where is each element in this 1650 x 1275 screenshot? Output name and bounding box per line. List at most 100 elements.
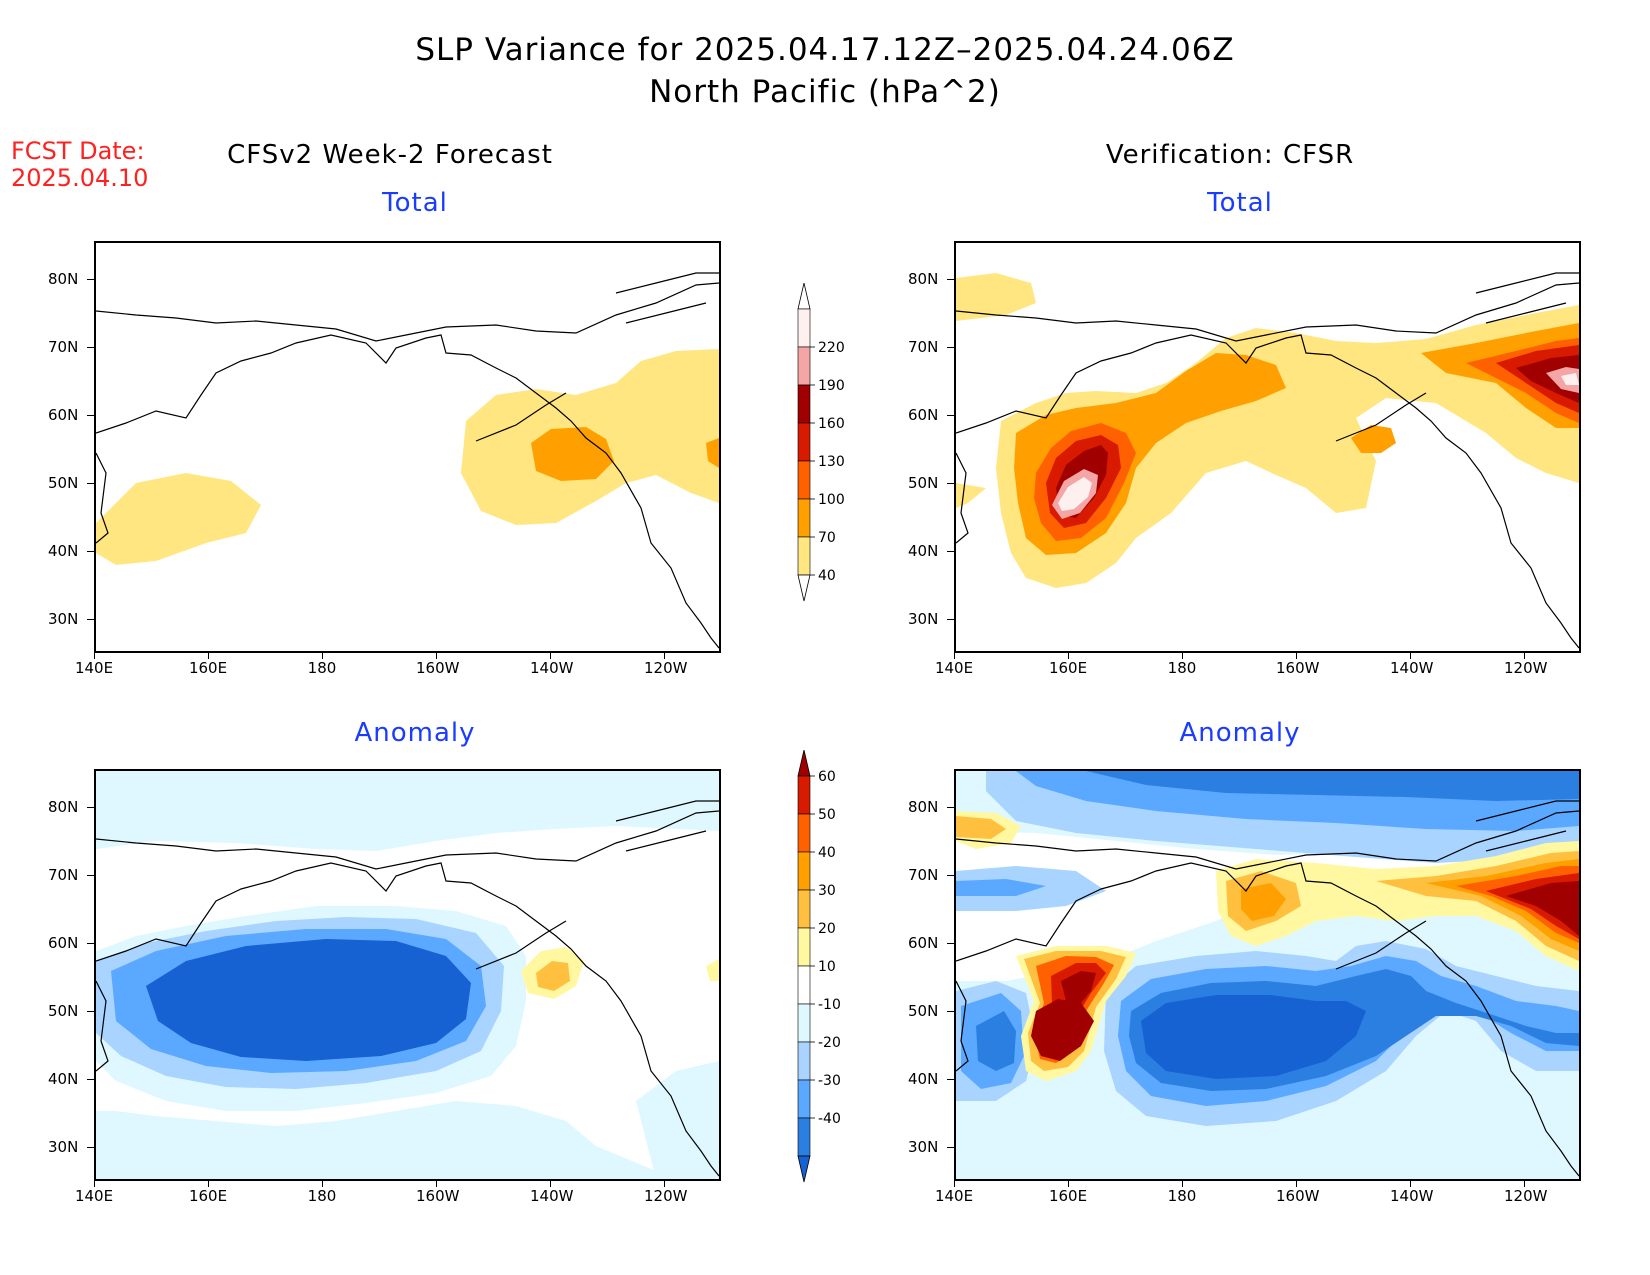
lon-tick-mark <box>664 1181 665 1187</box>
lat-tick-label: 30N <box>908 1138 939 1156</box>
contour-minus40 <box>976 1011 1016 1071</box>
lat-tick-mark <box>947 551 954 552</box>
colorbar-swatch <box>797 384 811 424</box>
colorbar-level-label: 50 <box>818 807 836 823</box>
lon-tick-mark <box>954 653 955 659</box>
lon-tick-mark <box>1296 1181 1297 1187</box>
lon-tick-mark <box>436 653 437 659</box>
lon-tick-mark <box>208 653 209 659</box>
lon-tick-mark <box>1068 653 1069 659</box>
lon-tick-label: 180 <box>307 659 337 677</box>
main-title-line2: North Pacific (hPa^2) <box>649 74 1001 110</box>
lat-tick-mark <box>87 943 94 944</box>
colorbar-level-label: 220 <box>818 340 845 356</box>
panel-title-forecast-total: Total <box>382 188 448 218</box>
coastline <box>956 800 1579 1177</box>
lat-tick-label: 70N <box>48 866 79 884</box>
lat-tick-mark <box>947 1079 954 1080</box>
contour-20 <box>956 816 1006 839</box>
lat-tick-mark <box>947 279 954 280</box>
lon-tick-mark <box>1524 653 1525 659</box>
lon-tick-mark <box>664 653 665 659</box>
forecast-date-value: 2025.04.10 <box>11 164 149 192</box>
lat-tick-label: 30N <box>908 610 939 628</box>
lat-tick-mark <box>947 347 954 348</box>
contour-10 <box>706 959 719 981</box>
contour-60 <box>1031 999 1094 1061</box>
lat-tick-label: 50N <box>48 1002 79 1020</box>
lon-tick-mark <box>322 1181 323 1187</box>
column-heading-forecast: CFSv2 Week-2 Forecast <box>227 140 553 170</box>
lat-tick-mark <box>947 943 954 944</box>
lon-tick-label: 160W <box>416 659 460 677</box>
contour-70 <box>706 438 719 468</box>
lat-tick-mark <box>87 807 94 808</box>
colorbar-swatch <box>797 851 811 891</box>
contour-70 <box>531 427 614 481</box>
lon-tick-label: 120W <box>644 1187 688 1205</box>
colorbar-swatch <box>797 1041 811 1081</box>
colorbar-bottom-arrow <box>797 574 811 602</box>
colorbar-level-label: 70 <box>818 530 836 546</box>
lon-tick-label: 140W <box>530 1187 574 1205</box>
lon-tick-mark <box>550 653 551 659</box>
colorbar-swatch <box>797 1079 811 1119</box>
lon-tick-mark <box>94 1181 95 1187</box>
panel-title-verification-anomaly: Anomaly <box>1179 718 1301 748</box>
lon-tick-mark <box>94 653 95 659</box>
lat-tick-label: 60N <box>48 934 79 952</box>
lon-tick-mark <box>550 1181 551 1187</box>
lon-tick-label: 140E <box>74 659 114 677</box>
lon-tick-mark <box>954 1181 955 1187</box>
lat-tick-mark <box>87 1011 94 1012</box>
lat-tick-label: 70N <box>48 338 79 356</box>
contour-40 <box>996 305 1579 588</box>
colorbar-level-label: -40 <box>818 1111 841 1127</box>
colorbar-swatch <box>797 536 811 576</box>
contour-220 <box>1058 477 1092 511</box>
lat-tick-label: 70N <box>908 338 939 356</box>
colorbar-swatch <box>797 498 811 538</box>
contour-20 <box>536 961 570 991</box>
lon-tick-label: 160W <box>1276 1187 1320 1205</box>
lon-tick-label: 140W <box>1390 659 1434 677</box>
lat-tick-label: 40N <box>908 1070 939 1088</box>
lat-tick-label: 30N <box>48 610 79 628</box>
lat-tick-mark <box>947 619 954 620</box>
coastline <box>956 272 1579 649</box>
lat-tick-label: 40N <box>48 1070 79 1088</box>
lat-tick-label: 80N <box>908 270 939 288</box>
coastline <box>96 800 719 1177</box>
colorbar-swatch <box>797 889 811 929</box>
lon-tick-mark <box>1068 1181 1069 1187</box>
colorbar-level-label: 190 <box>818 378 845 394</box>
lon-tick-label: 140E <box>934 1187 974 1205</box>
lat-tick-mark <box>947 1011 954 1012</box>
lon-tick-label: 160E <box>1048 659 1088 677</box>
lat-tick-label: 60N <box>908 934 939 952</box>
lat-tick-mark <box>87 875 94 876</box>
colorbar-swatch <box>797 775 811 815</box>
lon-tick-label: 180 <box>1167 1187 1197 1205</box>
colorbar-anomaly: 60 50 40 30 20 10 -10 -20 -30 -40 <box>790 749 880 1200</box>
colorbar-level-label: 130 <box>818 454 845 470</box>
contour-minus40 <box>1141 995 1366 1079</box>
lat-tick-mark <box>87 551 94 552</box>
colorbar-level-label: 10 <box>818 959 836 975</box>
colorbar-level-label: -20 <box>818 1035 841 1051</box>
lat-tick-label: 80N <box>48 798 79 816</box>
coastline <box>96 272 719 649</box>
lon-tick-label: 180 <box>1167 659 1197 677</box>
lon-tick-label: 160E <box>1048 1187 1088 1205</box>
lon-tick-label: 140W <box>1390 1187 1434 1205</box>
map-verification-total <box>954 241 1581 653</box>
colorbar-top-arrow <box>797 282 811 310</box>
lon-tick-mark <box>1524 1181 1525 1187</box>
forecast-date-label: FCST Date: <box>11 137 145 165</box>
colorbar-level-label: 30 <box>818 883 836 899</box>
lon-tick-label: 140E <box>74 1187 114 1205</box>
lat-tick-mark <box>87 619 94 620</box>
lon-tick-label: 160W <box>416 1187 460 1205</box>
lon-tick-label: 140E <box>934 659 974 677</box>
panel-title-verification-total: Total <box>1207 188 1273 218</box>
